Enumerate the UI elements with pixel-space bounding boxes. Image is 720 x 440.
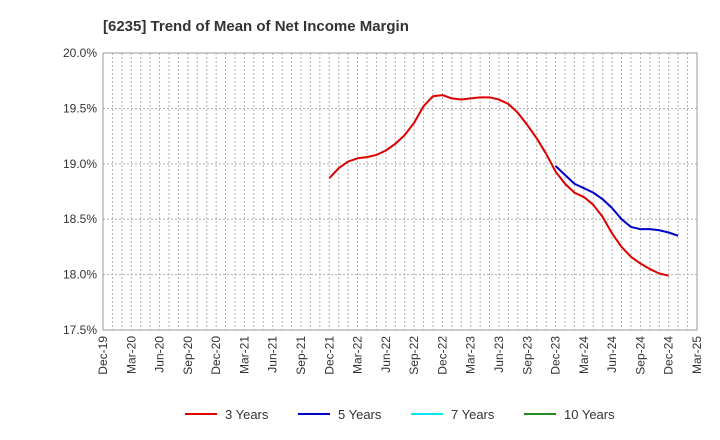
x-tick-label: Jun-22 (379, 336, 393, 373)
x-axis: Dec-19 Mar-20 Jun-20 Sep-20 Dec-20 Mar-21 Jun-… (96, 336, 704, 375)
x-tick-label: Dec-20 (209, 336, 223, 375)
y-axis: 17.5% 18.0% 18.5% 19.0% 19.5% 20.0% (63, 46, 97, 337)
y-tick-label: 18.0% (63, 268, 97, 282)
x-tick-label: Dec-24 (662, 336, 676, 375)
series-layer (328, 94, 679, 277)
x-tick-label: Mar-21 (237, 336, 251, 374)
x-tick-label: Sep-24 (633, 336, 647, 375)
x-tick-label: Dec-23 (549, 336, 563, 375)
plot-frame (102, 52, 698, 331)
x-tick-label: Mar-23 (464, 336, 478, 374)
x-tick-label: Dec-19 (96, 336, 110, 375)
x-tick-label: Jun-23 (492, 336, 506, 373)
grid (103, 53, 697, 330)
y-tick-label: 20.0% (63, 46, 97, 60)
x-tick-label: Dec-22 (435, 336, 449, 375)
x-tick-label: Dec-21 (322, 336, 336, 375)
y-tick-label: 19.0% (63, 157, 97, 171)
x-tick-label: Mar-24 (577, 336, 591, 374)
y-tick-label: 19.5% (63, 101, 97, 115)
chart-title: [6235] Trend of Mean of Net Income Margi… (103, 18, 409, 35)
legend-label: 7 Years (451, 407, 495, 422)
legend: 3 Years 5 Years 7 Years 10 Years (185, 407, 615, 422)
plot-border (102, 52, 698, 331)
x-tick-label: Mar-22 (351, 336, 365, 374)
x-tick-label: Mar-25 (690, 336, 704, 374)
y-tick-label: 17.5% (63, 323, 97, 337)
series-line-3-years (328, 94, 669, 277)
legend-label: 10 Years (564, 407, 615, 422)
x-tick-label: Mar-20 (124, 336, 138, 374)
x-tick-label: Sep-23 (520, 336, 534, 375)
series-line-5-years (554, 165, 679, 237)
x-tick-label: Sep-21 (294, 336, 308, 375)
x-tick-label: Jun-24 (605, 336, 619, 373)
x-tick-label: Sep-22 (407, 336, 421, 375)
legend-label: 3 Years (225, 407, 269, 422)
legend-label: 5 Years (338, 407, 382, 422)
x-tick-label: Jun-21 (266, 336, 280, 373)
x-tick-label: Jun-20 (153, 336, 167, 373)
y-tick-label: 18.5% (63, 212, 97, 226)
x-tick-label: Sep-20 (181, 336, 195, 375)
